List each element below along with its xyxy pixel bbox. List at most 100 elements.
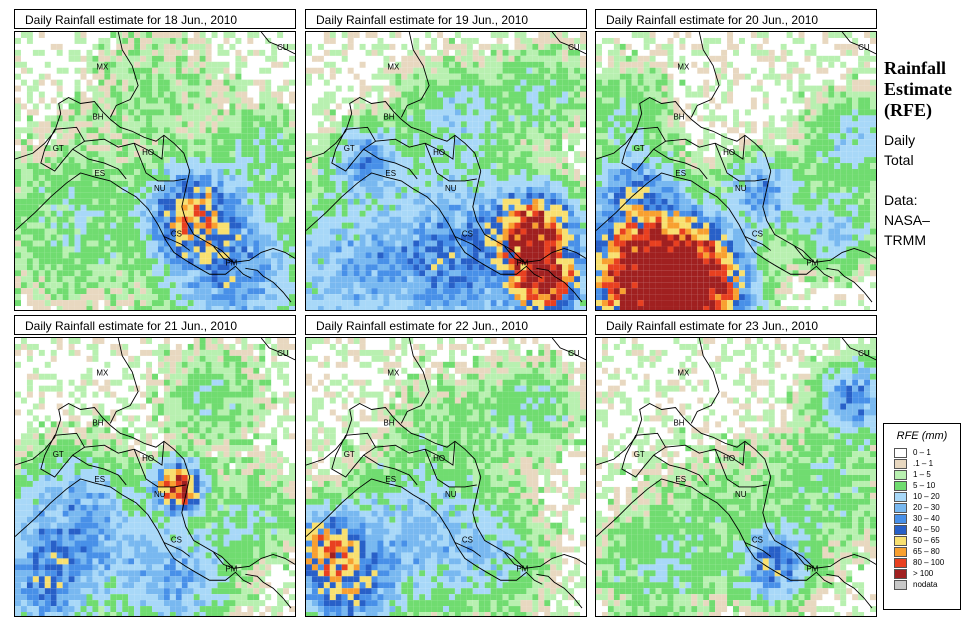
coastline-border xyxy=(260,338,295,361)
coastline-border xyxy=(653,454,708,486)
coastline-border xyxy=(133,449,186,488)
country-label: ES xyxy=(94,169,105,178)
rainfall-map-panel: Daily Rainfall estimate for 21 Jun., 201… xyxy=(14,315,298,618)
rainfall-map: MX BH GT HO ES NU CS PM CU xyxy=(14,31,296,311)
country-label: NU xyxy=(735,184,747,193)
legend-label: 50 – 65 xyxy=(913,536,940,545)
legend-label: .1 – 1 xyxy=(913,459,934,468)
country-label: CS xyxy=(752,230,763,239)
legend-swatch xyxy=(894,502,907,513)
country-label: BH xyxy=(92,418,103,427)
country-label: BH xyxy=(383,112,394,121)
coastline-border xyxy=(400,32,430,118)
coastline-border xyxy=(454,236,482,251)
country-label: PM xyxy=(806,564,818,573)
coastline-border xyxy=(744,542,772,557)
coastline-border xyxy=(424,143,477,182)
country-label: CU xyxy=(277,349,289,358)
country-label: BH xyxy=(673,112,684,121)
rainfall-map-panel: Daily Rainfall estimate for 18 Jun., 201… xyxy=(14,9,298,312)
legend-label: 65 – 80 xyxy=(913,547,940,556)
legend-label: 20 – 30 xyxy=(913,503,940,512)
country-label: CU xyxy=(858,349,870,358)
figure-title: Rainfall Estimate (RFE) xyxy=(884,58,952,121)
legend-swatch xyxy=(894,480,907,491)
coastline-border xyxy=(536,573,583,609)
country-label: HO xyxy=(142,454,154,463)
data-source: Data: NASA– TRMM xyxy=(884,190,930,250)
rainfall-cells xyxy=(596,338,876,616)
rainfall-map-panel: Daily Rainfall estimate for 22 Jun., 201… xyxy=(305,315,589,618)
legend-label: > 100 xyxy=(913,569,934,578)
rainfall-cells xyxy=(15,32,295,310)
rainfall-cells xyxy=(306,32,586,310)
country-label: NU xyxy=(154,490,166,499)
rainfall-grid-svg: MX BH GT HO ES NU CS PM CU xyxy=(306,338,586,616)
country-label: PM xyxy=(225,258,237,267)
legend-swatch xyxy=(894,458,907,469)
legend-item: 80 – 100 xyxy=(894,557,960,568)
coastline-border xyxy=(690,338,720,424)
country-label: PM xyxy=(806,258,818,267)
legend-label: 10 – 20 xyxy=(913,492,940,501)
coastline-border xyxy=(714,449,767,488)
country-label: NU xyxy=(445,490,457,499)
source-line: TRMM xyxy=(884,232,926,248)
coastline-border xyxy=(363,454,418,486)
rainfall-map-panel: Daily Rainfall estimate for 19 Jun., 201… xyxy=(305,9,589,312)
coastline-border xyxy=(133,143,186,182)
coastline-border xyxy=(245,267,292,303)
country-label: CS xyxy=(171,536,182,545)
coastline-border xyxy=(794,246,815,263)
period-line: Total xyxy=(884,152,914,168)
coastline-border xyxy=(306,172,543,279)
legend-item: 65 – 80 xyxy=(894,546,960,557)
rainfall-grid-svg: MX BH GT HO ES NU CS PM CU xyxy=(306,32,586,310)
legend-swatch xyxy=(894,535,907,546)
coastline-border xyxy=(245,573,292,609)
period-line: Daily xyxy=(884,132,916,148)
coastline-border xyxy=(400,338,430,424)
country-label: PM xyxy=(516,258,528,267)
coastline-border xyxy=(596,478,833,585)
coastline-border xyxy=(826,267,873,303)
rainfall-map: MX BH GT HO ES NU CS PM CU xyxy=(305,31,587,311)
legend-label: 1 – 5 xyxy=(913,470,931,479)
country-label: NU xyxy=(445,184,457,193)
coastline-border xyxy=(596,403,876,569)
legend-label: 5 – 10 xyxy=(913,481,936,490)
legend-label: 80 – 100 xyxy=(913,558,945,567)
country-label: MX xyxy=(96,63,109,72)
legend-swatch xyxy=(894,447,907,458)
legend-item: .1 – 1 xyxy=(894,458,960,469)
coastline-border xyxy=(596,97,876,263)
country-label: MX xyxy=(96,369,109,378)
panel-title: Daily Rainfall estimate for 23 Jun., 201… xyxy=(595,315,877,335)
panel-title: Daily Rainfall estimate for 21 Jun., 201… xyxy=(14,315,296,335)
legend-item: 40 – 50 xyxy=(894,524,960,535)
country-label: ES xyxy=(385,169,396,178)
coastline-border xyxy=(744,236,772,251)
country-label: HO xyxy=(723,454,735,463)
country-label: GT xyxy=(634,450,645,459)
country-label: MX xyxy=(387,63,400,72)
legend-item: 1 – 5 xyxy=(894,469,960,480)
rainfall-cells xyxy=(306,338,586,616)
coastline-border xyxy=(714,143,767,182)
coastline-border xyxy=(841,32,876,55)
legend-swatch xyxy=(894,546,907,557)
coastline-border xyxy=(424,449,477,488)
coastline-border xyxy=(109,32,139,118)
country-label: ES xyxy=(675,475,686,484)
coastline-border xyxy=(841,338,876,361)
country-label: GT xyxy=(53,450,64,459)
country-label: CU xyxy=(277,43,289,52)
coastline-border xyxy=(163,236,191,251)
coastline-border xyxy=(596,172,833,279)
legend-item: 10 – 20 xyxy=(894,491,960,502)
legend-label: 40 – 50 xyxy=(913,525,940,534)
country-label: NU xyxy=(735,490,747,499)
coastline-border xyxy=(331,432,377,478)
legend-swatch xyxy=(894,579,907,590)
country-label: BH xyxy=(383,418,394,427)
